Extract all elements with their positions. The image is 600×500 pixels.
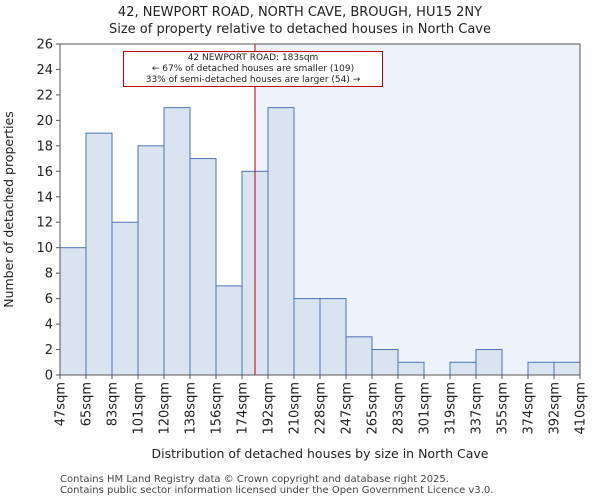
y-tick-label: 16 (36, 165, 53, 180)
y-tick-label: 6 (45, 292, 53, 307)
x-tick-label: 210sqm (288, 382, 303, 435)
x-tick-label: 174sqm (236, 382, 251, 435)
annotation-line-3: 33% of semi-detached houses are larger (… (145, 75, 361, 85)
y-tick-label: 0 (45, 369, 53, 384)
x-tick-label: 301sqm (418, 382, 433, 435)
x-axis-title: Distribution of detached houses by size … (152, 446, 489, 461)
y-tick-label: 14 (36, 190, 53, 205)
bar-374sqm (527, 361, 555, 376)
x-tick-label: 120sqm (158, 382, 173, 435)
x-tick-label: 374sqm (522, 382, 537, 435)
bar-156sqm (215, 285, 243, 376)
x-tick-label: 319sqm (444, 382, 459, 435)
footer-line-1: Contains HM Land Registry data © Crown c… (60, 474, 449, 485)
annotation-line-1: 42 NEWPORT ROAD: 183sqm (187, 53, 319, 63)
y-axis-title: Number of detached properties (1, 111, 16, 308)
bar-83sqm (111, 221, 139, 376)
x-tick-label: 228sqm (314, 382, 329, 435)
bar-101sqm (137, 145, 165, 376)
x-tick-label: 247sqm (340, 382, 355, 435)
footer-line-2: Contains public sector information licen… (60, 485, 494, 496)
bar-138sqm (189, 158, 217, 376)
annotation-box: 42 NEWPORT ROAD: 183sqm ← 67% of detache… (123, 51, 383, 87)
x-tick-label: 337sqm (470, 382, 485, 435)
x-tick-label: 47sqm (54, 382, 69, 426)
bar-319sqm (449, 361, 477, 376)
bar-65sqm (85, 132, 113, 376)
bar-337sqm (475, 349, 503, 376)
x-tick-label: 283sqm (392, 382, 407, 435)
y-tick-label: 18 (36, 139, 53, 154)
bar-247sqm (345, 336, 373, 376)
y-tick-label: 26 (36, 38, 53, 53)
x-tick-label: 265sqm (366, 382, 381, 435)
x-tick-label: 101sqm (132, 382, 147, 435)
x-tick-label: 83sqm (106, 382, 121, 426)
bar-210sqm (293, 298, 321, 376)
x-tick-label: 65sqm (80, 382, 95, 426)
y-tick-label: 22 (36, 88, 53, 103)
x-tick-label: 138sqm (184, 382, 199, 435)
bar-47sqm (59, 247, 87, 376)
bar-192sqm (267, 107, 295, 376)
y-tick-label: 24 (36, 63, 53, 78)
bar-228sqm (319, 298, 347, 376)
bar-283sqm (397, 361, 425, 376)
x-tick-label: 192sqm (262, 382, 277, 435)
chart-title: 42, NEWPORT ROAD, NORTH CAVE, BROUGH, HU… (117, 5, 483, 20)
y-tick-label: 8 (45, 267, 53, 282)
y-tick-label: 10 (36, 241, 53, 256)
x-tick-label: 355sqm (496, 382, 511, 435)
bar-265sqm (371, 349, 399, 376)
x-tick-label: 392sqm (548, 382, 563, 435)
bar-120sqm (163, 107, 191, 376)
chart-subtitle: Size of property relative to detached ho… (108, 22, 491, 37)
bar-392sqm (553, 361, 581, 376)
y-tick-label: 12 (36, 216, 53, 231)
y-tick-label: 20 (36, 114, 53, 129)
annotation-line-2: ← 67% of detached houses are smaller (10… (151, 64, 355, 74)
x-tick-label: 410sqm (574, 382, 589, 435)
y-tick-label: 2 (45, 343, 53, 358)
y-tick-label: 4 (45, 318, 53, 333)
x-tick-label: 156sqm (210, 382, 225, 435)
